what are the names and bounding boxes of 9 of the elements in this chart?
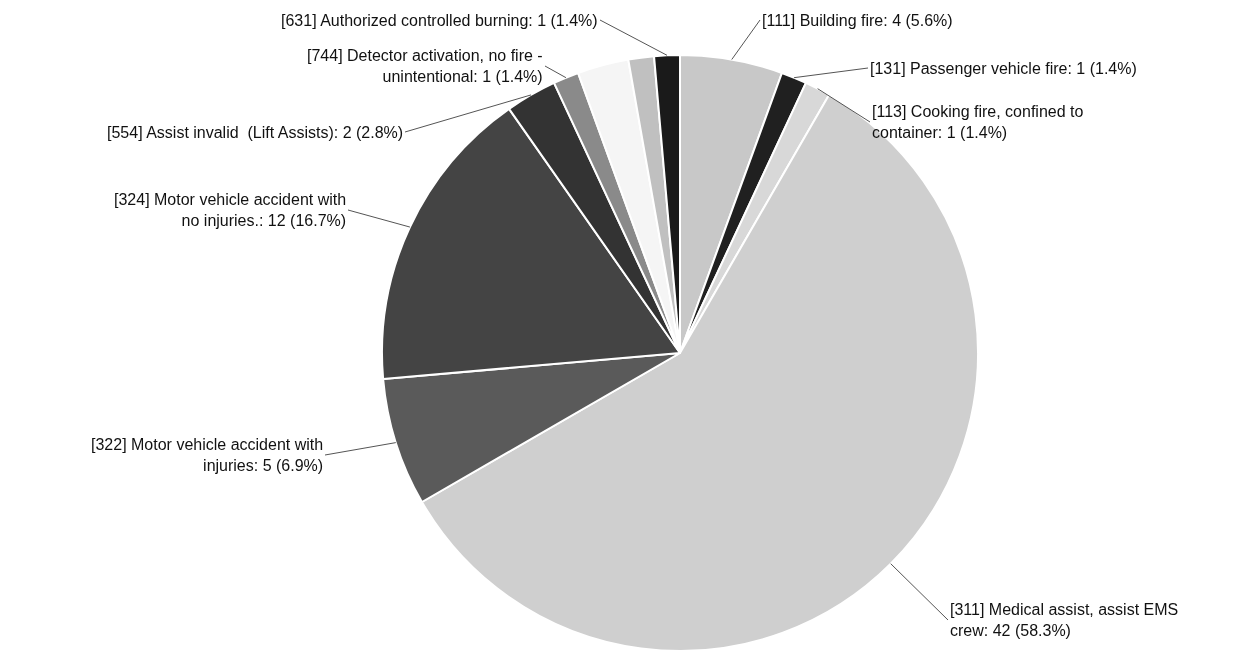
slice-label: [131] Passenger vehicle fire: 1 (1.4%) — [870, 60, 1137, 77]
slice-label: [631] Authorized controlled burning: 1 (1.4%) — [281, 12, 598, 29]
slice-label: [322] Motor vehicle accident with injuries: 5 (6.9%) — [91, 436, 324, 474]
slice-label: [554] Assist invalid (Lift Assists): 2 (2.8%) — [107, 124, 404, 141]
slice-label: [311] Medical assist, assist EMS crew: 42 (58.3%) — [950, 601, 1183, 639]
slice-label: [111] Building fire: 4 (5.6%) — [762, 12, 953, 29]
slice-label: [324] Motor vehicle accident with no injuries.: 12 (16.7%) — [114, 191, 347, 229]
slice-label: [113] Cooking fire, confined to container: 1 (1.4%) — [872, 103, 1088, 141]
slice-label: [744] Detector activation, no fire - unintentional: 1 (1.4%) — [307, 47, 543, 85]
